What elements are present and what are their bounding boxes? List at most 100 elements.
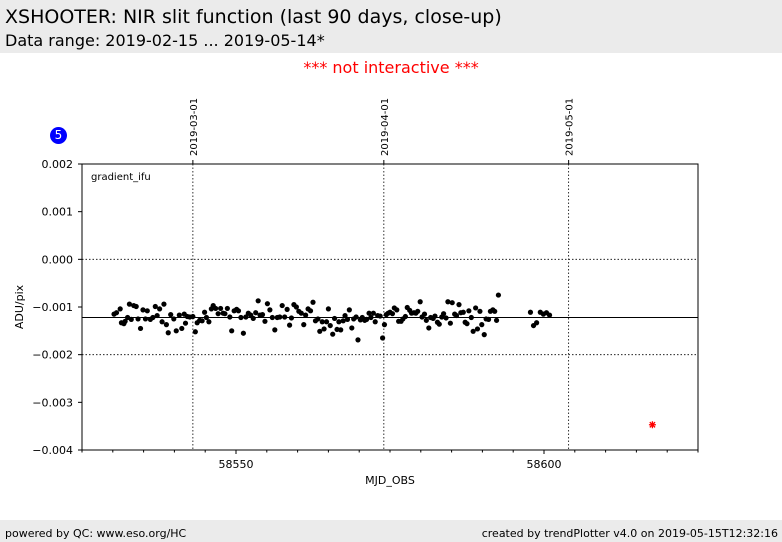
data-point bbox=[113, 310, 120, 316]
y-tick-label: −0.003 bbox=[32, 396, 73, 409]
data-point bbox=[340, 318, 346, 324]
x-tick-label: 58550 bbox=[219, 458, 254, 471]
page-subtitle: Data range: 2019-02-15 ... 2019-05-14* bbox=[5, 31, 325, 50]
data-point bbox=[303, 312, 309, 318]
data-point bbox=[353, 314, 359, 320]
data-point bbox=[426, 325, 432, 331]
data-point bbox=[203, 314, 210, 321]
not-interactive-notice: *** not interactive *** bbox=[303, 58, 479, 77]
data-point bbox=[227, 314, 233, 320]
data-point bbox=[436, 321, 442, 327]
data-point bbox=[159, 319, 165, 325]
data-point bbox=[235, 308, 242, 314]
data-point bbox=[402, 313, 408, 320]
y-tick-label: −0.001 bbox=[32, 301, 73, 314]
data-point bbox=[421, 311, 428, 317]
data-point bbox=[327, 322, 333, 329]
data-point bbox=[443, 315, 449, 321]
data-point bbox=[344, 316, 351, 322]
data-point bbox=[144, 308, 150, 314]
data-point bbox=[150, 314, 156, 321]
data-point bbox=[259, 312, 266, 318]
data-point bbox=[319, 319, 325, 325]
data-point bbox=[284, 306, 290, 312]
data-point bbox=[527, 309, 534, 315]
y-tick-label: −0.004 bbox=[32, 444, 73, 457]
data-point bbox=[317, 328, 323, 334]
data-point bbox=[277, 314, 283, 320]
top-tick-label: 2019-04-01 bbox=[380, 98, 391, 156]
data-point bbox=[122, 318, 128, 324]
data-point bbox=[157, 306, 163, 312]
data-point bbox=[449, 300, 455, 306]
data-point bbox=[470, 328, 476, 334]
data-point bbox=[282, 314, 288, 320]
data-point bbox=[445, 299, 451, 305]
data-point bbox=[298, 310, 304, 316]
data-point bbox=[128, 316, 134, 322]
data-point bbox=[432, 313, 438, 319]
footer-created-by: created by trendPlotter v4.0 on 2019-05-… bbox=[481, 527, 778, 540]
data-point bbox=[468, 314, 474, 321]
data-point bbox=[481, 332, 487, 338]
data-point bbox=[534, 320, 540, 326]
y-tick-label: 0.001 bbox=[42, 206, 74, 219]
data-point bbox=[267, 307, 273, 313]
data-point bbox=[381, 322, 388, 328]
data-point bbox=[325, 306, 331, 312]
data-point bbox=[240, 330, 246, 336]
data-point bbox=[137, 325, 144, 332]
top-tick-label: 2019-03-01 bbox=[189, 98, 200, 156]
data-point bbox=[253, 310, 259, 316]
data-point bbox=[179, 325, 185, 332]
data-point bbox=[269, 314, 275, 321]
y-tick-label: −0.002 bbox=[32, 349, 73, 362]
data-point bbox=[213, 305, 219, 312]
data-point bbox=[546, 312, 553, 318]
data-point bbox=[192, 329, 198, 335]
plot-frame bbox=[81, 163, 699, 451]
data-point bbox=[366, 310, 372, 316]
data-point bbox=[152, 303, 158, 310]
data-point bbox=[485, 316, 492, 322]
data-point bbox=[460, 309, 466, 315]
data-point bbox=[342, 312, 348, 319]
data-point bbox=[135, 316, 141, 322]
data-point bbox=[140, 307, 146, 313]
data-point bbox=[323, 319, 330, 325]
header-bar: XSHOOTER: NIR slit function (last 90 day… bbox=[0, 0, 782, 53]
data-point bbox=[279, 302, 285, 309]
data-point bbox=[206, 319, 212, 325]
data-point bbox=[453, 312, 460, 319]
data-point bbox=[222, 311, 228, 317]
top-tick-label: 2019-05-01 bbox=[565, 98, 576, 156]
data-point bbox=[394, 307, 400, 313]
data-point bbox=[440, 311, 447, 317]
data-point bbox=[474, 326, 481, 332]
data-point bbox=[255, 298, 261, 304]
data-point bbox=[190, 313, 196, 320]
data-point bbox=[466, 308, 472, 314]
data-point bbox=[415, 308, 421, 314]
data-point bbox=[286, 322, 293, 328]
data-point bbox=[355, 337, 361, 343]
data-point bbox=[161, 301, 167, 307]
data-point bbox=[182, 320, 189, 326]
data-point bbox=[349, 325, 355, 331]
data-point bbox=[142, 316, 149, 322]
data-point bbox=[417, 299, 423, 305]
data-point bbox=[456, 302, 462, 308]
x-axis-label: MJD_OBS bbox=[365, 474, 415, 487]
data-point bbox=[272, 327, 278, 333]
data-point bbox=[363, 316, 370, 322]
data-point bbox=[262, 318, 268, 324]
y-tick-label: 0.000 bbox=[42, 253, 74, 266]
data-point bbox=[238, 314, 244, 321]
footer-powered-by: powered by QC: www.eso.org/HC bbox=[5, 527, 187, 540]
data-point bbox=[447, 320, 453, 326]
data-point bbox=[330, 331, 336, 337]
data-point bbox=[218, 305, 224, 312]
data-point bbox=[389, 311, 396, 317]
data-point bbox=[493, 317, 500, 323]
